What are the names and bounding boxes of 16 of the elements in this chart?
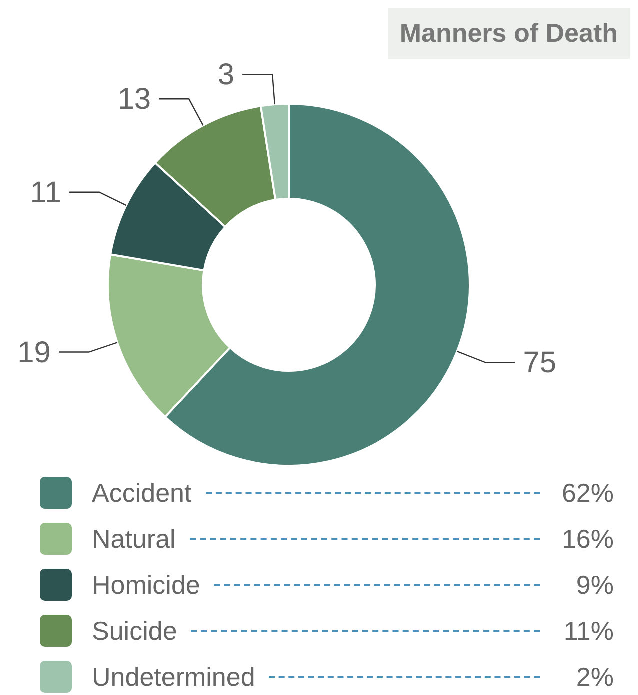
data-label: 3 bbox=[218, 58, 235, 92]
legend-label: Undetermined bbox=[92, 662, 256, 692]
legend-label: Natural bbox=[92, 524, 176, 554]
data-label: 11 bbox=[30, 176, 62, 210]
chart-title: Manners of Death bbox=[388, 8, 630, 59]
text: 2% bbox=[575, 662, 614, 692]
legend-label: Accident bbox=[92, 478, 192, 508]
text: 11% bbox=[562, 616, 614, 646]
data-label: 13 bbox=[118, 83, 152, 116]
text: 62% bbox=[560, 478, 614, 508]
legend-label: Homicide bbox=[92, 570, 200, 600]
text: 16% bbox=[560, 524, 614, 554]
data-label: 75 bbox=[523, 346, 557, 380]
data-label: 19 bbox=[18, 336, 52, 370]
legend-label: Suicide bbox=[92, 616, 178, 646]
text: 9% bbox=[575, 570, 614, 600]
